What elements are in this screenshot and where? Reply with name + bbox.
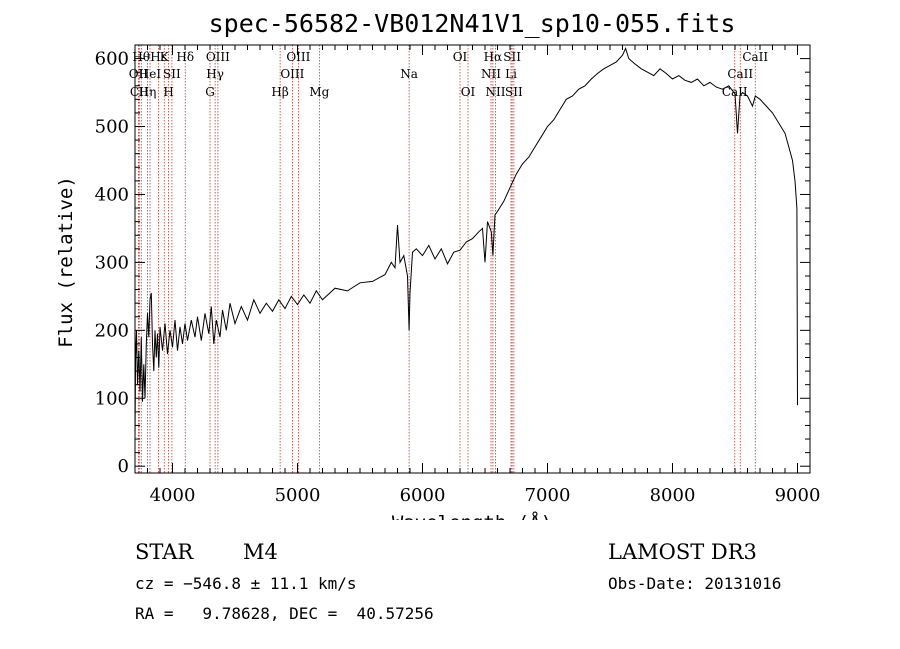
y-axis-label: Flux (relative) (55, 176, 77, 348)
line-label-15: OIII (286, 50, 310, 64)
line-label-28: CaII (742, 50, 768, 64)
line-label-23: Li (505, 67, 517, 81)
line-label-12: OIII (206, 50, 230, 64)
line-label-7: H (163, 85, 173, 99)
spectrum-line (134, 47, 798, 440)
line-label-5: Hε (150, 50, 167, 64)
line-label-16: Mg (309, 85, 329, 99)
line-label-26: CaII (722, 85, 748, 99)
line-label-17: Na (400, 67, 418, 81)
y-axis-ticks: 0 100 200 300 400 500 600 (95, 49, 810, 477)
x-tick-label-1: 5000 (275, 485, 321, 506)
line-label-22: NII (486, 85, 506, 99)
spectral-line-markers (137, 45, 756, 473)
x-axis-ticks: 4000 5000 6000 7000 8000 9000 (147, 45, 821, 506)
x-tick-label-5: 9000 (775, 485, 821, 506)
line-label-0: Hθ (132, 50, 150, 64)
line-label-9: Hδ (176, 50, 194, 64)
line-label-21: Hα (484, 50, 503, 64)
y-tick-label-6: 600 (95, 49, 129, 70)
coordinates: RA = 9.78628, DEC = 40.57256 (135, 604, 434, 623)
plot-frame (134, 44, 811, 474)
line-label-24: SII (503, 50, 521, 64)
line-label-6: K (160, 50, 170, 64)
line-label-27: CaII (727, 67, 753, 81)
line-label-25: SII (505, 85, 523, 99)
x-axis-label: Wavelength (Å) (392, 511, 552, 520)
x-tick-label-0: 4000 (150, 485, 196, 506)
y-tick-label-2: 200 (95, 320, 129, 341)
line-label-14: OIII (280, 67, 304, 81)
line-label-3: Hη (139, 85, 157, 99)
line-label-13: Hβ (271, 85, 288, 99)
object-subclass: M4 (243, 540, 278, 564)
spectrum-chart: spec-56582-VB012N41V1_sp10-055.fits Hθ OI… (55, 9, 821, 520)
spectral-line-labels: HθOIICIIHηHeIHεKHSIIHδGHγOIIIHβOIIIOIIIM… (129, 50, 769, 99)
observation-date: Obs-Date: 20131016 (608, 574, 782, 593)
line-label-1: OII (129, 67, 149, 81)
chart-title: spec-56582-VB012N41V1_sp10-055.fits (209, 9, 736, 38)
redshift-velocity: cz = −546.8 ± 11.1 km/s (135, 574, 357, 593)
y-tick-label-3: 300 (95, 252, 129, 273)
line-label-19: OI (461, 85, 476, 99)
line-label-11: Hγ (206, 67, 224, 81)
x-tick-label-3: 7000 (525, 485, 571, 506)
x-tick-label-2: 6000 (400, 485, 446, 506)
line-label-18: OI (453, 50, 468, 64)
x-tick-label-4: 8000 (650, 485, 696, 506)
y-tick-label-0: 0 (118, 456, 129, 477)
line-label-8: SII (163, 67, 181, 81)
line-label-4: HeI (139, 67, 162, 81)
y-tick-label-1: 100 (95, 388, 129, 409)
object-class: STAR (135, 540, 194, 564)
line-label-10: G (205, 85, 215, 99)
survey-name: LAMOST DR3 (608, 540, 757, 564)
line-label-20: NII (481, 67, 501, 81)
y-tick-label-5: 500 (95, 117, 129, 138)
y-tick-label-4: 400 (95, 184, 129, 205)
